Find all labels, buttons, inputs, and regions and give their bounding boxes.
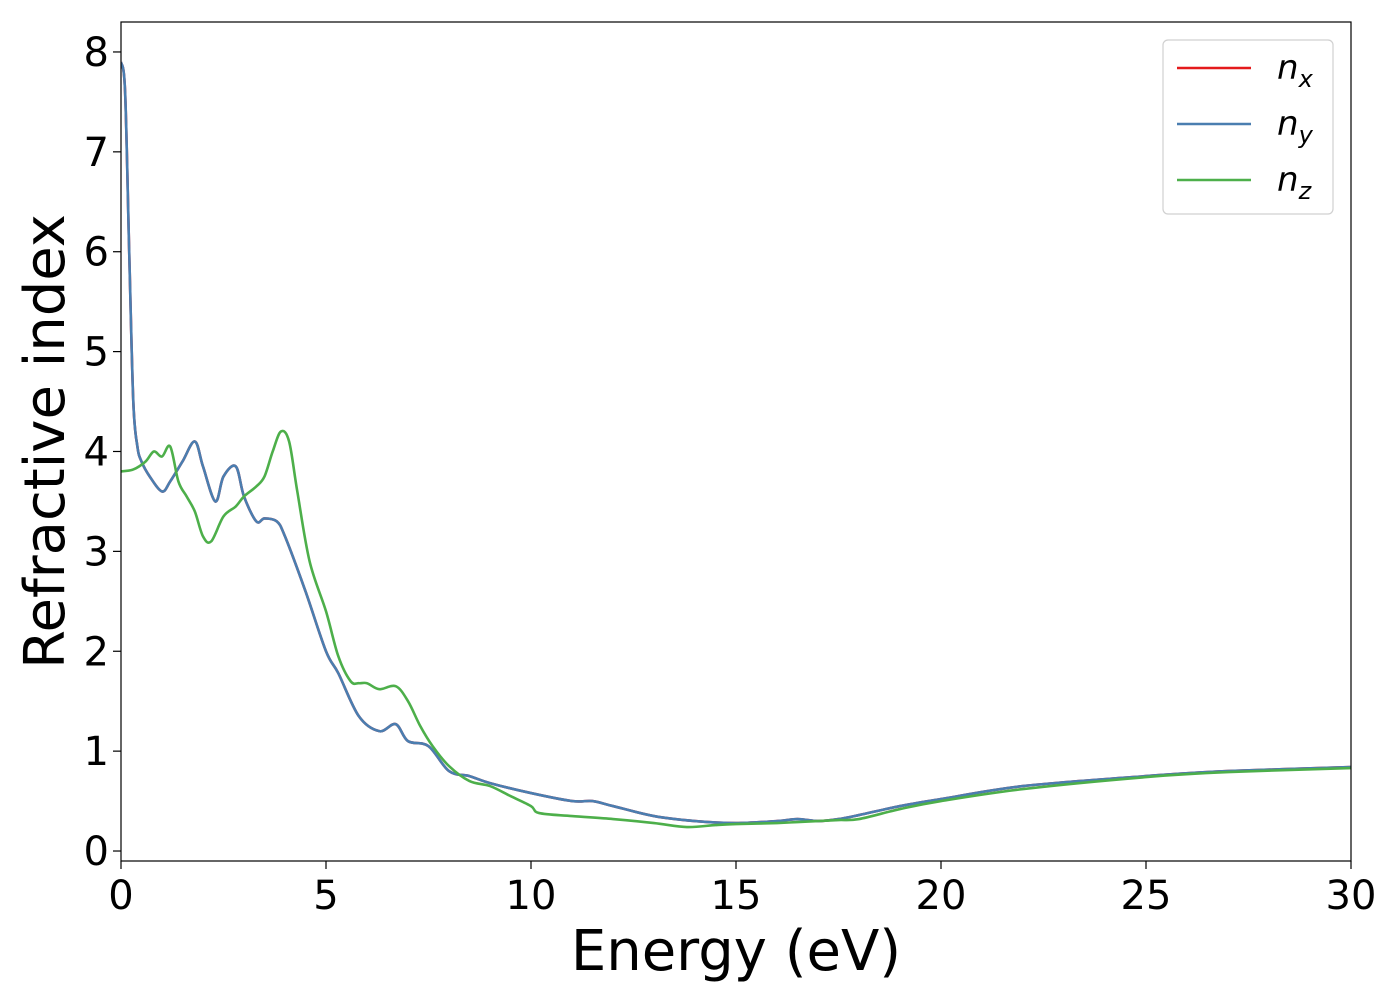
y-tick-label: 2 xyxy=(84,629,109,675)
x-tick-label: 30 xyxy=(1326,873,1377,919)
x-tick-label: 15 xyxy=(711,873,762,919)
y-tick-label: 8 xyxy=(84,30,109,76)
y-tick-label: 4 xyxy=(84,429,109,475)
legend-label-subscript: y xyxy=(1298,121,1314,149)
y-tick-label: 5 xyxy=(84,330,109,376)
legend-label-y: ny xyxy=(1277,104,1314,149)
legend-label-base: n xyxy=(1277,104,1299,144)
y-tick-label: 6 xyxy=(84,230,109,276)
y-tick-label: 1 xyxy=(84,729,109,775)
legend-box xyxy=(1162,39,1334,215)
x-tick-label: 10 xyxy=(506,873,557,919)
legend-label-base: n xyxy=(1277,160,1299,200)
legend-label-z: nz xyxy=(1277,160,1313,205)
axis-ticks: 0 5 10 15 20 25 30 0 1 2 3 4 5 6 7 8 xyxy=(84,30,1377,919)
x-tick-label: 5 xyxy=(313,873,338,919)
series-line-z xyxy=(121,429,1351,829)
x-axis-label: Energy (eV) xyxy=(571,919,901,984)
legend-label-base: n xyxy=(1277,48,1299,88)
x-tick-label: 0 xyxy=(108,873,133,919)
legend-label-subscript: x xyxy=(1298,65,1314,93)
x-tick-label: 25 xyxy=(1121,873,1172,919)
legend-label-x: nx xyxy=(1277,48,1314,93)
y-tick-label: 0 xyxy=(84,829,109,875)
y-tick-label: 3 xyxy=(84,529,109,575)
series-lines xyxy=(121,61,1351,829)
y-tick-label: 7 xyxy=(84,130,109,176)
y-axis-label: Refractive index xyxy=(13,214,78,669)
legend-label-subscript: z xyxy=(1298,177,1313,205)
x-tick-label: 20 xyxy=(916,873,967,919)
